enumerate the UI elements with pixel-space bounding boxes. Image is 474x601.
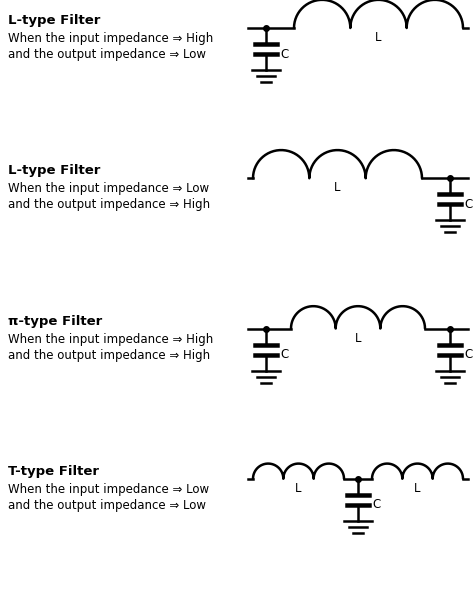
- Text: L-type Filter: L-type Filter: [8, 164, 100, 177]
- Text: L: L: [295, 482, 302, 495]
- Text: and the output impedance ⇒ High: and the output impedance ⇒ High: [8, 198, 210, 211]
- Text: T-type Filter: T-type Filter: [8, 465, 99, 478]
- Text: When the input impedance ⇒ High: When the input impedance ⇒ High: [8, 32, 213, 45]
- Text: C: C: [280, 47, 288, 61]
- Text: L: L: [334, 182, 341, 194]
- Text: C: C: [372, 498, 380, 511]
- Text: When the input impedance ⇒ Low: When the input impedance ⇒ Low: [8, 182, 209, 195]
- Text: C: C: [464, 198, 472, 211]
- Text: and the output impedance ⇒ Low: and the output impedance ⇒ Low: [8, 48, 206, 61]
- Text: L-type Filter: L-type Filter: [8, 14, 100, 27]
- Text: L: L: [414, 482, 421, 495]
- Text: L: L: [375, 31, 382, 44]
- Text: When the input impedance ⇒ High: When the input impedance ⇒ High: [8, 332, 213, 346]
- Text: π-type Filter: π-type Filter: [8, 314, 102, 328]
- Text: L: L: [355, 332, 361, 344]
- Text: C: C: [464, 348, 472, 361]
- Text: and the output impedance ⇒ Low: and the output impedance ⇒ Low: [8, 499, 206, 511]
- Text: When the input impedance ⇒ Low: When the input impedance ⇒ Low: [8, 483, 209, 496]
- Text: and the output impedance ⇒ High: and the output impedance ⇒ High: [8, 349, 210, 361]
- Text: C: C: [280, 348, 288, 361]
